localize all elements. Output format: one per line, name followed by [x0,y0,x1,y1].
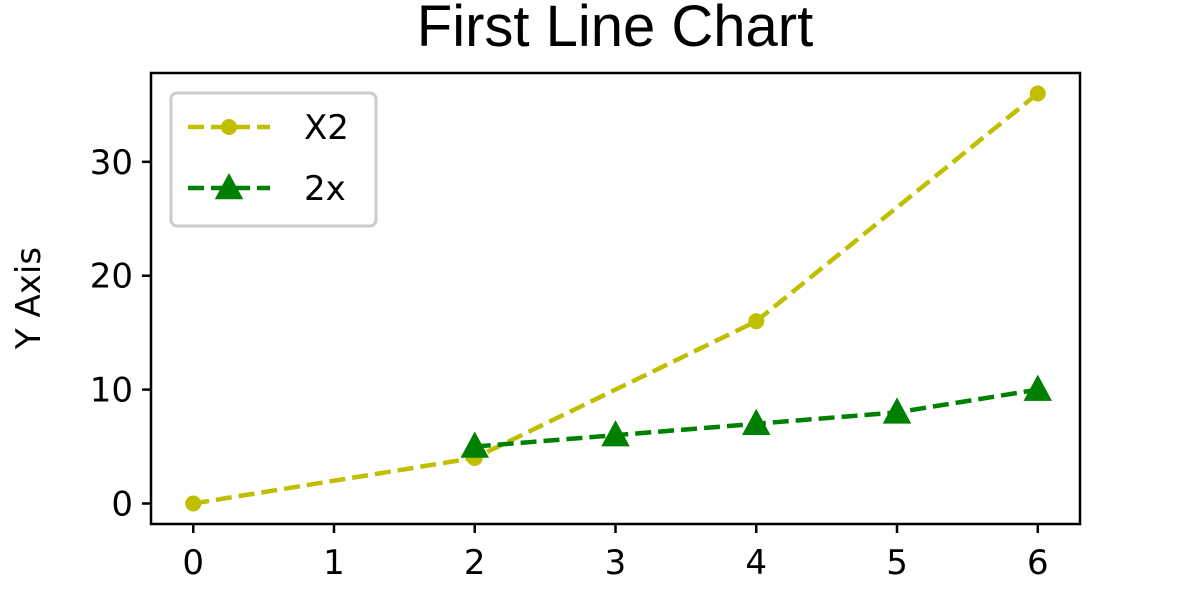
x-tick-label: 3 [605,543,627,583]
y-axis-ticks: 0 10 20 30 [90,143,151,525]
data-point [742,408,771,436]
series-1 [460,374,1053,458]
x-tick-label: 4 [745,543,767,583]
y-tick-label: 10 [90,371,133,411]
x-tick-label: 0 [182,543,204,583]
data-point [1023,374,1053,401]
x-tick-label: 5 [886,543,908,583]
data-point [185,495,202,512]
legend-entry: 2x [188,169,346,209]
legend-marker [214,173,244,200]
legend: X2 2x [169,91,378,228]
series-layer [185,85,1053,512]
y-tick-label: 20 [90,257,133,297]
y-axis-label: Y Axis [9,247,49,350]
x-axis-ticks: 0 1 2 3 4 5 6 [182,524,1049,583]
series-line [192,91,1040,506]
y-tick-label: 0 [111,485,133,525]
y-tick-label: 30 [90,143,133,183]
data-point [601,420,630,447]
data-point [1029,85,1046,102]
x-tick-label: 1 [323,543,345,583]
data-point [460,431,489,458]
legend-label: 2x [304,169,346,209]
chart-title: First Line Chart [417,0,813,59]
legend-marker [221,119,237,135]
x-tick-label: 2 [464,543,486,583]
x-tick-label: 6 [1027,543,1049,583]
data-point [748,313,765,330]
legend-entry: X2 [188,108,349,148]
series-0 [185,85,1046,512]
data-point [882,397,912,424]
legend-label: X2 [304,108,349,148]
